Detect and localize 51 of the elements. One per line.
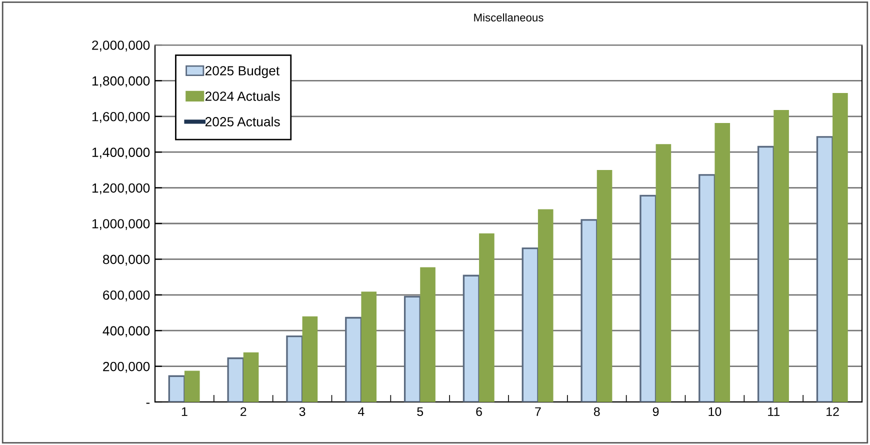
legend-label: 2025 Budget (205, 66, 280, 78)
x-tick-label: 6 (476, 407, 482, 416)
y-tick-label: 600,000 (103, 290, 150, 302)
bar (168, 375, 186, 402)
bar (302, 316, 318, 402)
x-tick-label: 8 (594, 407, 600, 416)
bar (757, 146, 774, 402)
bar (698, 174, 716, 402)
bar (361, 292, 377, 402)
y-tick-label: 1,200,000 (92, 183, 150, 194)
bar (816, 136, 834, 402)
y-tick-label: 1,800,000 (92, 76, 150, 88)
bar (656, 144, 672, 402)
x-tick-label: 3 (299, 407, 306, 416)
y-tick-label: 400,000 (102, 326, 150, 338)
bar (479, 233, 494, 402)
y-tick-label: 1,600,000 (92, 112, 150, 123)
bar (774, 110, 789, 402)
bar (286, 335, 304, 402)
bar (596, 170, 612, 402)
chart-title: Miscellaneous (474, 13, 544, 22)
bar (404, 296, 421, 402)
bar (832, 93, 848, 402)
x-tick-label: 2 (240, 407, 246, 416)
y-tick-label: 800,000 (103, 254, 150, 266)
bar (640, 194, 657, 402)
x-tick-label: 1 (182, 407, 188, 416)
x-tick-label: 4 (358, 407, 364, 416)
bar (345, 316, 362, 402)
bar (227, 357, 244, 402)
bar (538, 209, 554, 402)
bar (714, 123, 730, 402)
y-tick-label: 1,400,000 (92, 148, 150, 159)
bar (522, 247, 539, 402)
bar (580, 219, 598, 402)
x-tick-label: 5 (417, 407, 424, 416)
bar (184, 370, 200, 402)
y-tick-label: 200,000 (103, 362, 150, 373)
y-tick-label: - (146, 402, 150, 404)
legend-label: 2024 Actuals (205, 91, 280, 101)
y-tick-label: 1,000,000 (92, 219, 150, 230)
x-tick-label: 12 (826, 407, 839, 416)
x-tick-label: 9 (652, 407, 659, 416)
x-tick-label: 10 (708, 407, 722, 416)
bar (420, 267, 436, 402)
x-tick-label: 7 (535, 407, 541, 416)
legend-label: 2025 Actuals (205, 116, 280, 126)
y-tick-label: 2,000,000 (92, 40, 150, 52)
bar (243, 352, 259, 402)
bar (462, 274, 480, 402)
x-tick-label: 11 (768, 407, 780, 416)
